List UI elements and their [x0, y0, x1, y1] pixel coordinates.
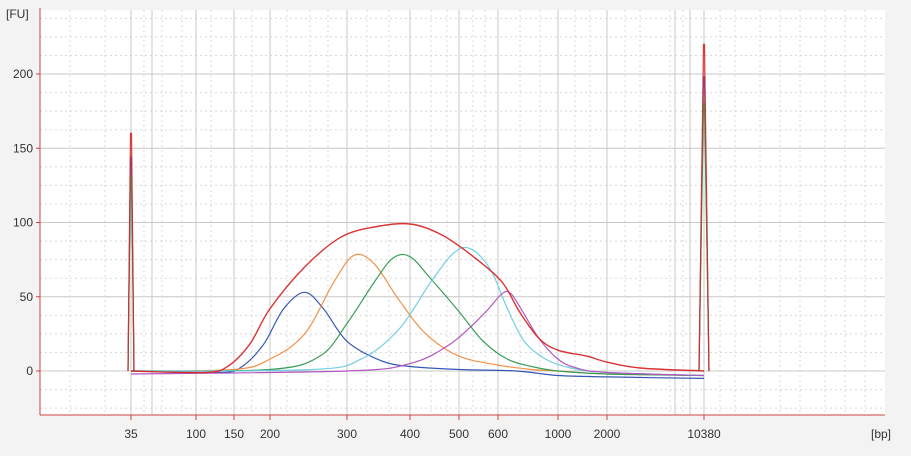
grid: [40, 10, 885, 415]
y-tick-label: 200: [13, 67, 33, 81]
y-axis-unit-label: [FU]: [6, 7, 29, 21]
x-tick-label: 400: [400, 427, 420, 441]
marker-peak-35: [127, 132, 135, 372]
x-tick-label: 300: [337, 427, 357, 441]
y-tick-label: 0: [26, 364, 33, 378]
series-line-4: [130, 246, 705, 377]
y-tick-label: 150: [13, 141, 33, 155]
x-tick-label: 500: [449, 427, 469, 441]
marker-layer: [127, 43, 710, 372]
x-tick-label: 600: [488, 427, 508, 441]
x-tick-label: 150: [224, 427, 244, 441]
x-tick-label: 35: [124, 427, 138, 441]
series-line-6: [130, 222, 705, 374]
x-axis-unit-label: [bp]: [871, 427, 891, 441]
y-tick-labels: 0 50 100 150 200: [13, 67, 40, 378]
series-line-1: [130, 291, 705, 379]
plot-area: [40, 10, 885, 415]
y-tick-label: 50: [20, 290, 34, 304]
x-tick-label: 10380: [687, 427, 721, 441]
axes: [39, 8, 885, 416]
x-tick-label: 1000: [545, 427, 572, 441]
series-line-3: [130, 253, 705, 377]
x-tick-labels: 35 100 150 200 300 400 500 600 1000 2000 10380: [124, 415, 721, 441]
x-tick-label: 100: [186, 427, 206, 441]
series-layer: [130, 222, 705, 379]
marker-peak-10380: [698, 43, 710, 372]
x-tick-label: 2000: [594, 427, 621, 441]
y-tick-label: 100: [13, 216, 33, 230]
x-tick-label: 200: [260, 427, 280, 441]
